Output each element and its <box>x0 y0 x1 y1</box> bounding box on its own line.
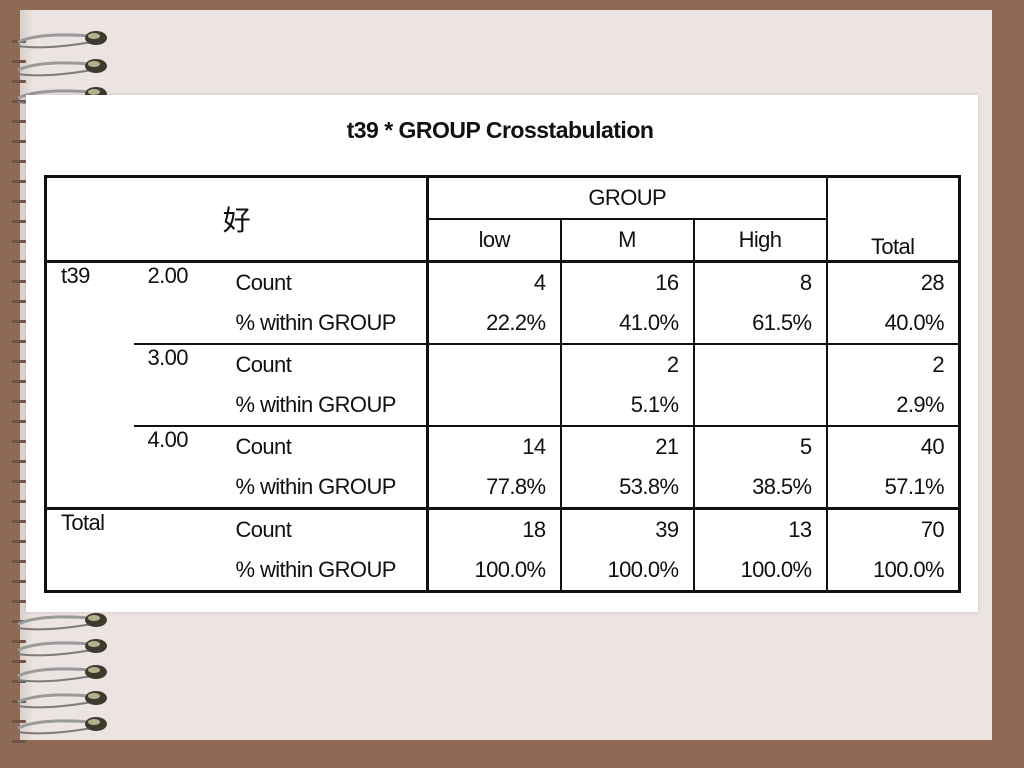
binding-hole <box>12 740 26 743</box>
table-row: % within GROUP 100.0% 100.0% 100.0% 100.0% <box>46 550 961 593</box>
table-row: t39 2.00 Count 4 16 8 28 <box>44 261 961 510</box>
binding-hole <box>12 440 26 443</box>
binding-hole <box>12 300 26 303</box>
percent-cell: 100.0% <box>825 550 961 593</box>
binding-hole <box>12 80 26 83</box>
count-cell: 4 <box>426 261 561 303</box>
binding-hole <box>12 420 26 423</box>
percent-cell: 100.0% <box>692 550 827 593</box>
count-cell: 13 <box>692 507 827 550</box>
binding-hole <box>12 500 26 503</box>
percent-cell: 100.0% <box>559 550 694 593</box>
binding-hole <box>12 60 26 63</box>
count-cell: 5 <box>692 426 827 467</box>
stat-label: % within GROUP <box>221 385 428 427</box>
table-row: % within GROUP 77.8% 53.8% 38.5% 57.1% <box>46 467 961 510</box>
binding-hole <box>12 40 26 43</box>
binding-hole <box>12 640 26 643</box>
row-level-label: 4.00 <box>133 426 222 510</box>
binding-hole <box>12 380 26 383</box>
percent-cell: 61.5% <box>692 303 827 345</box>
percent-cell: 41.0% <box>559 303 694 345</box>
binding-hole <box>12 400 26 403</box>
binding-hole <box>12 540 26 543</box>
col-header-high: High <box>692 219 827 263</box>
row-level-label: 2.00 <box>133 261 222 345</box>
group-header: GROUP <box>426 175 827 220</box>
count-cell <box>692 344 827 385</box>
percent-cell <box>692 385 827 427</box>
count-cell: 2 <box>559 344 694 385</box>
count-cell: 70 <box>825 507 961 550</box>
count-cell <box>426 344 561 385</box>
corner-label: 好 <box>44 175 428 263</box>
percent-cell: 77.8% <box>426 467 561 510</box>
count-cell: 16 <box>559 261 694 303</box>
binding-hole <box>12 480 26 483</box>
binding-hole <box>12 720 26 723</box>
binding-hole <box>12 460 26 463</box>
crosstab-table: 好 GROUP Total low M High t39 2.00 Count 4 16… <box>44 175 961 593</box>
stat-label: % within GROUP <box>221 550 428 593</box>
count-cell: 39 <box>559 507 694 550</box>
row-level-label: 3.00 <box>133 344 222 427</box>
binding-hole <box>12 120 26 123</box>
binding-hole <box>12 240 26 243</box>
binding-hole <box>12 520 26 523</box>
binding-hole <box>12 260 26 263</box>
stat-label: Count <box>235 270 292 295</box>
table-row: % within GROUP 22.2% 41.0% 61.5% 40.0% <box>46 303 961 345</box>
percent-cell: 40.0% <box>825 303 961 345</box>
table-title: t39 * GROUP Crosstabulation <box>346 117 654 143</box>
binding-hole <box>12 700 26 703</box>
percent-cell: 53.8% <box>559 467 694 510</box>
binding-hole <box>12 100 26 103</box>
binding-hole <box>12 580 26 583</box>
binding-hole <box>12 200 26 203</box>
percent-cell: 38.5% <box>692 467 827 510</box>
stat-label: % within GROUP <box>221 467 428 510</box>
count-cell: 18 <box>426 507 561 550</box>
count-cell: 14 <box>426 426 561 467</box>
binding-hole <box>12 220 26 223</box>
binding-hole <box>12 360 26 363</box>
binding-hole <box>12 320 26 323</box>
col-header-m: M <box>559 219 694 263</box>
binding-hole <box>12 620 26 623</box>
percent-cell: 5.1% <box>559 385 694 427</box>
row-var-label: t39 <box>44 261 134 510</box>
stat-label: Count <box>221 507 428 550</box>
stat-label: Count <box>235 352 292 377</box>
row-level-label <box>133 507 222 593</box>
binding-hole <box>12 180 26 183</box>
count-cell: 21 <box>559 426 694 467</box>
percent-cell: 100.0% <box>426 550 561 593</box>
percent-cell <box>426 385 561 427</box>
output-card: t39 * GROUP Crosstabulation 好 GROUP Tota… <box>26 95 978 612</box>
table-row: 4.00 Count 14 21 5 40 <box>46 426 961 510</box>
col-header-total: Total <box>825 175 961 263</box>
count-cell: 2 <box>825 344 961 385</box>
count-cell: 28 <box>825 261 961 303</box>
table-row: Total Count 18 39 13 70 <box>44 507 961 593</box>
stat-label: Count <box>235 434 292 459</box>
table-row: 3.00 Count 2 2 <box>46 344 961 427</box>
percent-cell: 22.2% <box>426 303 561 345</box>
binding-hole <box>12 280 26 283</box>
binding-hole <box>12 140 26 143</box>
binding-hole <box>12 600 26 603</box>
count-cell: 40 <box>825 426 961 467</box>
binding-hole <box>12 160 26 163</box>
percent-cell: 57.1% <box>825 467 961 510</box>
binding-hole <box>12 560 26 563</box>
binding-hole <box>12 340 26 343</box>
stat-label: % within GROUP <box>221 303 428 345</box>
percent-cell: 2.9% <box>825 385 961 427</box>
row-var-label: Total <box>44 507 134 593</box>
table-row: % within GROUP 5.1% 2.9% <box>46 385 961 427</box>
binding-hole <box>12 680 26 683</box>
col-header-low: low <box>426 219 561 263</box>
binding-hole <box>12 660 26 663</box>
count-cell: 8 <box>692 261 827 303</box>
